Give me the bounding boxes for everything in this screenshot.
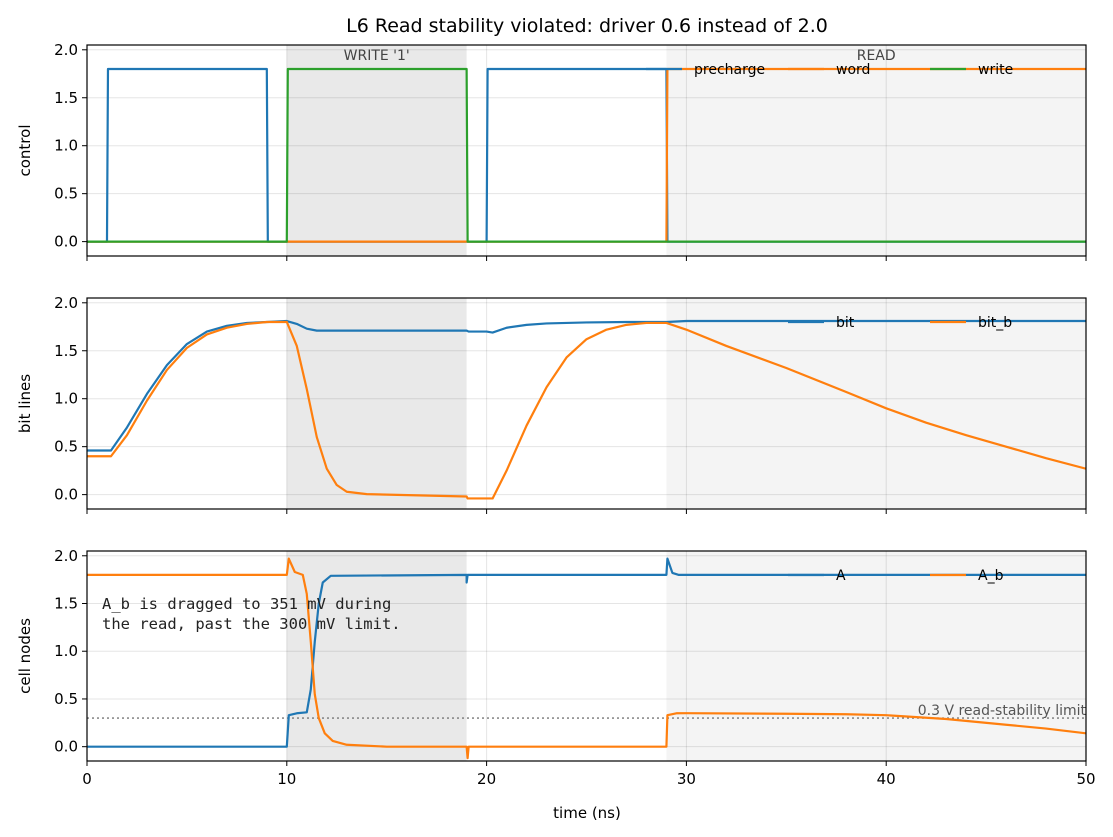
series-line-word bbox=[87, 67, 1086, 243]
y-tick-label: 2.0 bbox=[54, 547, 78, 565]
annotation-text: A_b is dragged to 351 mV during bbox=[102, 595, 391, 613]
y-tick-label: 1.5 bbox=[54, 342, 78, 360]
legend-label-word: word bbox=[836, 62, 870, 78]
series-line-write bbox=[87, 67, 1086, 243]
plot-frame bbox=[86, 550, 1087, 762]
panel-0: WRITE '1' READ precharge word write 0.0 0.5 1.0… bbox=[16, 41, 1087, 261]
series-line-A_b bbox=[87, 557, 1086, 760]
legend-label-write: write bbox=[978, 62, 1013, 78]
panel-2: 0.3 V read-stability limit A_b is dragged… bbox=[16, 547, 1096, 788]
x-axis-label: time (ns) bbox=[553, 804, 621, 822]
y-axis-label: cell nodes bbox=[16, 618, 34, 694]
region-label: WRITE '1' bbox=[344, 48, 410, 64]
y-tick-label: 1.0 bbox=[54, 642, 78, 660]
x-tick-label: 10 bbox=[277, 770, 296, 788]
legend-label-bit_b: bit_b bbox=[978, 315, 1012, 331]
x-tick-label: 40 bbox=[877, 770, 896, 788]
series-line-bit bbox=[87, 319, 1086, 452]
chart-title: L6 Read stability violated: driver 0.6 i… bbox=[346, 15, 828, 37]
y-tick-label: 1.0 bbox=[54, 390, 78, 408]
y-tick-label: 1.0 bbox=[54, 137, 78, 155]
y-tick-label: 0.5 bbox=[54, 690, 78, 708]
y-tick-label: 2.0 bbox=[54, 41, 78, 59]
region-1 bbox=[666, 551, 1086, 761]
y-axis-label: control bbox=[16, 125, 34, 177]
series-line-bit_b bbox=[87, 320, 1086, 500]
y-tick-label: 1.5 bbox=[54, 595, 78, 613]
x-tick-label: 50 bbox=[1076, 770, 1095, 788]
region-0 bbox=[286, 45, 467, 256]
region-0 bbox=[286, 551, 467, 761]
y-tick-label: 0.0 bbox=[54, 738, 78, 756]
y-tick-label: 0.0 bbox=[54, 486, 78, 504]
legend-label-bit: bit bbox=[836, 315, 855, 331]
panel-1: bit bit_b 0.0 0.5 1.0 1.5 2.0 bit lines bbox=[16, 294, 1087, 514]
plot-frame bbox=[86, 297, 1087, 510]
legend-label-A_b: A_b bbox=[978, 568, 1004, 584]
region-0 bbox=[286, 298, 467, 509]
region-label: READ bbox=[857, 48, 896, 64]
x-tick-label: 0 bbox=[82, 770, 92, 788]
x-tick-label: 30 bbox=[677, 770, 696, 788]
y-tick-label: 2.0 bbox=[54, 294, 78, 312]
annotation-text: the read, past the 300 mV limit. bbox=[102, 615, 401, 633]
series-line-A bbox=[87, 557, 1086, 748]
y-tick-label: 0.0 bbox=[54, 233, 78, 251]
region-1 bbox=[666, 45, 1086, 256]
plot-frame bbox=[86, 44, 1087, 257]
y-tick-label: 0.5 bbox=[54, 438, 78, 456]
y-tick-label: 1.5 bbox=[54, 89, 78, 107]
legend-label-A: A bbox=[836, 568, 846, 584]
limit-label: 0.3 V read-stability limit bbox=[918, 703, 1087, 719]
legend-label-precharge: precharge bbox=[694, 62, 765, 78]
y-tick-label: 0.5 bbox=[54, 185, 78, 203]
y-axis-label: bit lines bbox=[16, 374, 34, 433]
x-tick-label: 20 bbox=[477, 770, 496, 788]
